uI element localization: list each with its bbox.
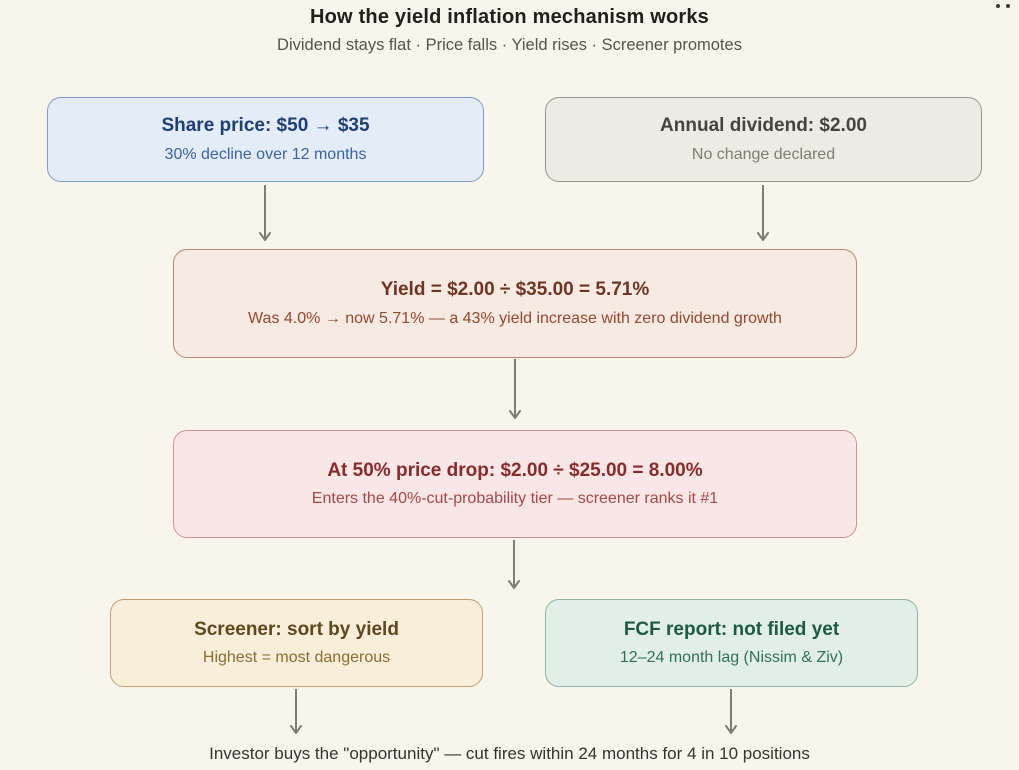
node-screener-sort: Screener: sort by yield Highest = most d… [110,599,483,687]
node-price-drop-scenario-subtitle: Enters the 40%-cut-probability tier — sc… [311,490,719,508]
node-price-drop-scenario: At 50% price drop: $2.00 ÷ $25.00 = 8.00… [173,430,857,538]
node-fcf-report: FCF report: not filed yet 12–24 month la… [545,599,918,687]
footer-conclusion-text: Investor buys the "opportunity" — cut fi… [209,744,810,763]
node-share-price-title: Share price: $50 → $35 [161,115,370,136]
node-screener-sort-title: Screener: sort by yield [194,618,399,640]
dot-icon [1006,4,1010,8]
node-fcf-report-title: FCF report: not filed yet [623,618,840,640]
window-menu-dots-icon[interactable] [994,2,1012,10]
node-annual-dividend-title: Annual dividend: $2.00 [660,115,867,136]
node-fcf-report-subtitle: 12–24 month lag (Nissim & Ziv) [619,649,844,667]
node-yield-calculation-subtitle: Was 4.0% → now 5.71% — a 43% yield incre… [248,309,782,327]
node-screener-sort-subtitle: Highest = most dangerous [202,649,391,667]
node-share-price-subtitle: 30% decline over 12 months [164,145,367,163]
page-subtitle: Dividend stays flat · Price falls · Yiel… [277,36,742,54]
node-yield-calculation: Yield = $2.00 ÷ $35.00 = 5.71% Was 4.0% … [173,249,857,358]
dot-icon [996,4,1000,8]
node-annual-dividend-subtitle: No change declared [691,145,836,163]
node-annual-dividend: Annual dividend: $2.00 No change declare… [545,97,982,182]
page-title: How the yield inflation mechanism works [310,6,709,28]
node-share-price: Share price: $50 → $35 30% decline over … [47,97,484,182]
node-yield-calculation-title: Yield = $2.00 ÷ $35.00 = 5.71% [380,279,650,300]
node-price-drop-scenario-title: At 50% price drop: $2.00 ÷ $25.00 = 8.00… [327,459,703,481]
